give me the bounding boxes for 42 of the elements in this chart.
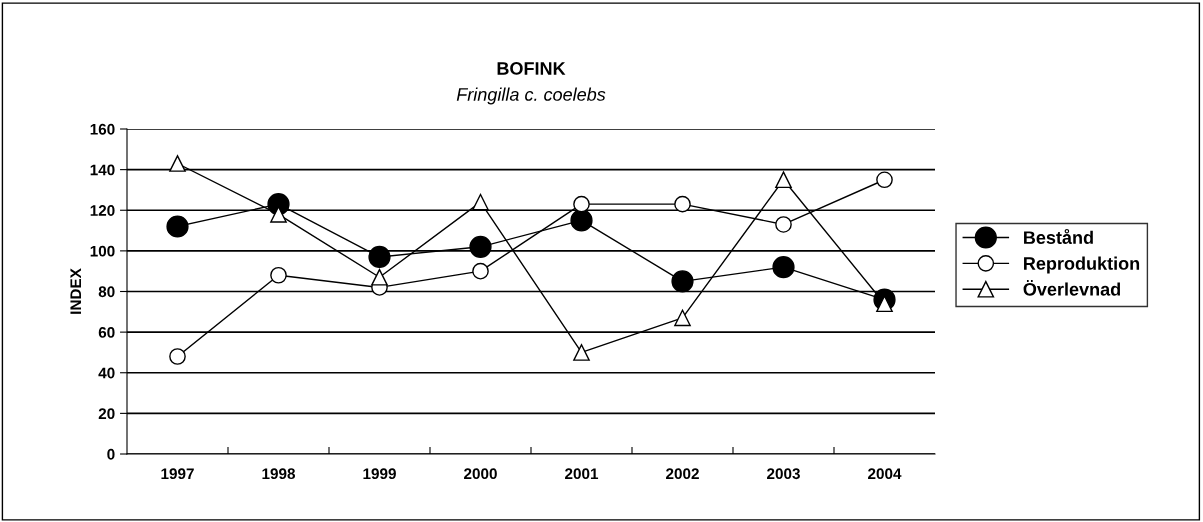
x-tick-label: 2002: [666, 468, 699, 480]
point: [775, 216, 792, 233]
y-tick-label: 160: [90, 123, 115, 135]
point: [472, 262, 489, 280]
point: [573, 195, 590, 213]
legend-label: Bestånd: [1024, 228, 1093, 244]
y-tick-label: 140: [90, 164, 115, 176]
y-tick-label: 20: [98, 408, 115, 420]
legend-label: Överlevnad: [1023, 280, 1120, 296]
x-tick-label: 1998: [262, 468, 296, 480]
y-tick-label: 40: [98, 367, 115, 379]
point: [469, 235, 492, 258]
x-tick-label: 2003: [767, 468, 800, 480]
x-tick-label: 1997: [161, 468, 194, 480]
point: [671, 270, 694, 293]
y-axis-title: INDEX: [70, 268, 81, 314]
point: [368, 245, 391, 269]
y-tick-label: 100: [90, 245, 115, 257]
point: [772, 256, 795, 279]
point: [674, 309, 691, 327]
chart-subtitle: Fringilla c. coelebs: [456, 87, 606, 105]
x-tick-label: 2004: [868, 468, 902, 480]
point: [876, 171, 893, 189]
x-tick-label: 2000: [464, 468, 497, 480]
point: [573, 344, 590, 361]
y-tick-label: 80: [98, 286, 115, 298]
point: [169, 155, 186, 172]
point: [371, 268, 388, 286]
y-tick-label: 0: [107, 448, 115, 460]
x-tick-label: 2001: [565, 468, 599, 480]
y-tick-label: 120: [90, 205, 115, 216]
chart-title: BOFINK: [497, 62, 566, 75]
point: [472, 193, 489, 211]
point: [169, 348, 186, 365]
x-tick-label: 1999: [363, 468, 396, 480]
point: [674, 195, 691, 213]
y-tick-label: 60: [98, 326, 115, 338]
point: [775, 171, 792, 189]
point: [270, 266, 287, 284]
point: [166, 215, 189, 238]
legend-label: Reproduktion: [1024, 256, 1140, 274]
point: [570, 209, 593, 232]
